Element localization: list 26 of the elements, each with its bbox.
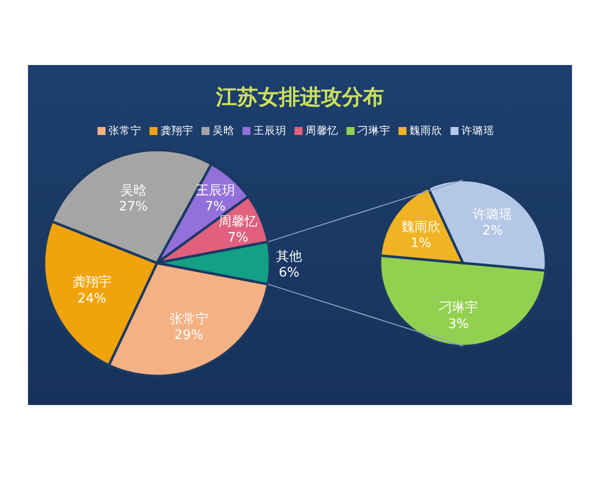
legend-label: 张常宁 — [108, 124, 142, 137]
legend-label: 周馨忆 — [306, 124, 338, 137]
legend-label: 龚翔宇 — [160, 124, 194, 137]
chart-title: 江苏女排进攻分布 — [215, 85, 384, 109]
data-label: 27% — [118, 200, 148, 215]
legend-label: 王辰玥 — [254, 125, 286, 137]
data-label: 2% — [482, 224, 503, 239]
slice-label: 许璐瑶 — [473, 207, 512, 222]
legend-label: 许璐瑶 — [462, 124, 494, 137]
slice-label: 吴晗 — [120, 183, 146, 198]
slice-label: 魏雨欣 — [401, 220, 440, 235]
slice-label: 周馨忆 — [218, 214, 258, 230]
data-label: 1% — [410, 236, 432, 252]
data-label: 6% — [278, 266, 300, 281]
slice-label: 刁琳宇 — [438, 300, 478, 316]
data-label: 3% — [448, 316, 469, 332]
legend-label: 魏雨欣 — [410, 125, 442, 137]
legend-label: 吴晗 — [212, 125, 234, 137]
data-label: 7% — [204, 200, 226, 215]
data-label: 29% — [174, 328, 204, 344]
slice-label: 龚翔宇 — [72, 274, 112, 290]
slice-label: 其他 — [276, 249, 302, 264]
data-label: 7% — [228, 230, 248, 246]
slice-label: 张常宁 — [169, 310, 208, 327]
legend-label: 刁琳宇 — [356, 124, 390, 137]
data-label: 24% — [77, 291, 106, 306]
